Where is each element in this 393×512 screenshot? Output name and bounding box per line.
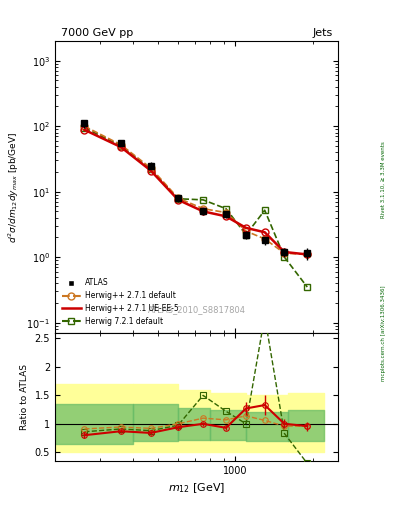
Y-axis label: $d^2\sigma/dm_{12}dy_{max}$ [pb/GeV]: $d^2\sigma/dm_{12}dy_{max}$ [pb/GeV] (6, 131, 21, 243)
Text: ATLAS_2010_S8817804: ATLAS_2010_S8817804 (147, 305, 246, 314)
Text: Jets: Jets (312, 28, 332, 38)
Text: mcplots.cern.ch [arXiv:1306.3436]: mcplots.cern.ch [arXiv:1306.3436] (381, 285, 386, 380)
Text: Rivet 3.1.10, ≥ 3.3M events: Rivet 3.1.10, ≥ 3.3M events (381, 141, 386, 218)
Text: 7000 GeV pp: 7000 GeV pp (61, 28, 133, 38)
Legend: ATLAS, Herwig++ 2.7.1 default, Herwig++ 2.7.1 UE-EE-5, Herwig 7.2.1 default: ATLAS, Herwig++ 2.7.1 default, Herwig++ … (59, 275, 182, 329)
Y-axis label: Ratio to ATLAS: Ratio to ATLAS (20, 364, 29, 430)
X-axis label: $m_{12}$ [GeV]: $m_{12}$ [GeV] (168, 481, 225, 495)
